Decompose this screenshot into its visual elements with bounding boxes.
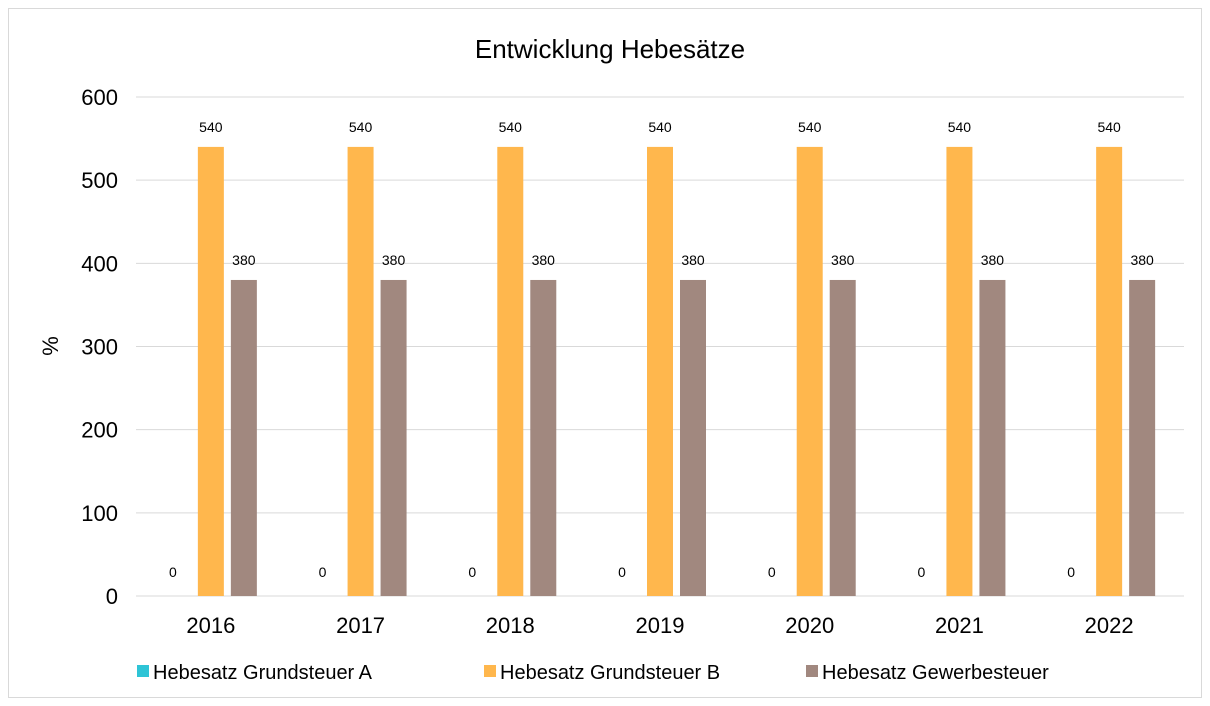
x-axis-ticks: 2016 2017 2018 2019 2020 2021 2022: [186, 613, 1133, 638]
data-labels: 0 540 380 0 540 380 0 540 380 0 540 380 0 540 380 0 540 3…: [169, 119, 1154, 580]
y-tick-label: 0: [106, 584, 118, 609]
x-tick-label: 2022: [1085, 613, 1134, 638]
bar-hebesatz-grundsteuer-b-2017: [347, 146, 374, 596]
data-label: 540: [1097, 119, 1121, 135]
data-label: 540: [648, 119, 672, 135]
chart-title: Entwicklung Hebesätze: [475, 34, 745, 64]
legend-swatch: [484, 665, 496, 677]
data-label: 380: [831, 252, 855, 268]
bar-hebesatz-gewerbesteuer-2019: [680, 279, 706, 596]
data-label: 540: [349, 119, 373, 135]
bar-hebesatz-gewerbesteuer-2022: [1129, 279, 1156, 596]
data-label: 0: [618, 564, 626, 580]
data-label: 380: [1130, 252, 1154, 268]
data-label: 540: [199, 119, 223, 135]
y-tick-label: 400: [81, 251, 118, 276]
bar-hebesatz-gewerbesteuer-2017: [380, 279, 407, 596]
x-tick-label: 2016: [186, 613, 235, 638]
y-tick-label: 500: [81, 168, 118, 193]
x-tick-label: 2020: [785, 613, 834, 638]
bar-hebesatz-grundsteuer-b-2018: [497, 146, 524, 596]
legend: Hebesatz Grundsteuer A Hebesatz Grundsteu…: [137, 662, 1049, 684]
legend-label: Hebesatz Gewerbesteuer: [822, 662, 1049, 684]
data-label: 540: [798, 119, 822, 135]
bar-hebesatz-grundsteuer-b-2019: [647, 146, 673, 596]
x-tick-label: 2021: [935, 613, 984, 638]
bar-hebesatz-grundsteuer-b-2022: [1096, 146, 1123, 596]
data-label: 0: [468, 564, 476, 580]
bar-hebesatz-grundsteuer-b-2021: [946, 146, 973, 596]
bar-hebesatz-grundsteuer-b-2020: [796, 146, 823, 596]
y-axis-label: %: [38, 336, 63, 356]
data-label: 380: [232, 252, 256, 268]
y-tick-label: 600: [81, 85, 118, 110]
legend-label: Hebesatz Grundsteuer B: [500, 662, 720, 684]
bar-hebesatz-gewerbesteuer-2021: [979, 279, 1006, 596]
bar-hebesatz-gewerbesteuer-2020: [829, 279, 856, 596]
data-label: 380: [532, 252, 556, 268]
legend-label: Hebesatz Grundsteuer A: [153, 662, 373, 684]
data-label: 380: [681, 252, 705, 268]
data-label: 380: [382, 252, 406, 268]
bars: [197, 146, 1156, 596]
legend-swatch: [137, 665, 149, 677]
bar-hebesatz-grundsteuer-b-2016: [197, 146, 224, 596]
data-label: 0: [1067, 564, 1075, 580]
data-label: 0: [768, 564, 776, 580]
y-tick-label: 200: [81, 418, 118, 443]
data-label: 540: [948, 119, 972, 135]
data-label: 0: [918, 564, 926, 580]
y-tick-label: 300: [81, 335, 118, 360]
legend-swatch: [806, 665, 818, 677]
y-axis-ticks: 0 100 200 300 400 500 600: [81, 85, 118, 609]
y-tick-label: 100: [81, 501, 118, 526]
x-tick-label: 2017: [336, 613, 385, 638]
x-tick-label: 2018: [486, 613, 535, 638]
data-label: 540: [499, 119, 523, 135]
data-label: 0: [319, 564, 327, 580]
data-label: 380: [981, 252, 1005, 268]
x-tick-label: 2019: [636, 613, 685, 638]
bar-hebesatz-gewerbesteuer-2016: [230, 279, 257, 596]
bar-hebesatz-gewerbesteuer-2018: [530, 279, 557, 596]
data-label: 0: [169, 564, 177, 580]
